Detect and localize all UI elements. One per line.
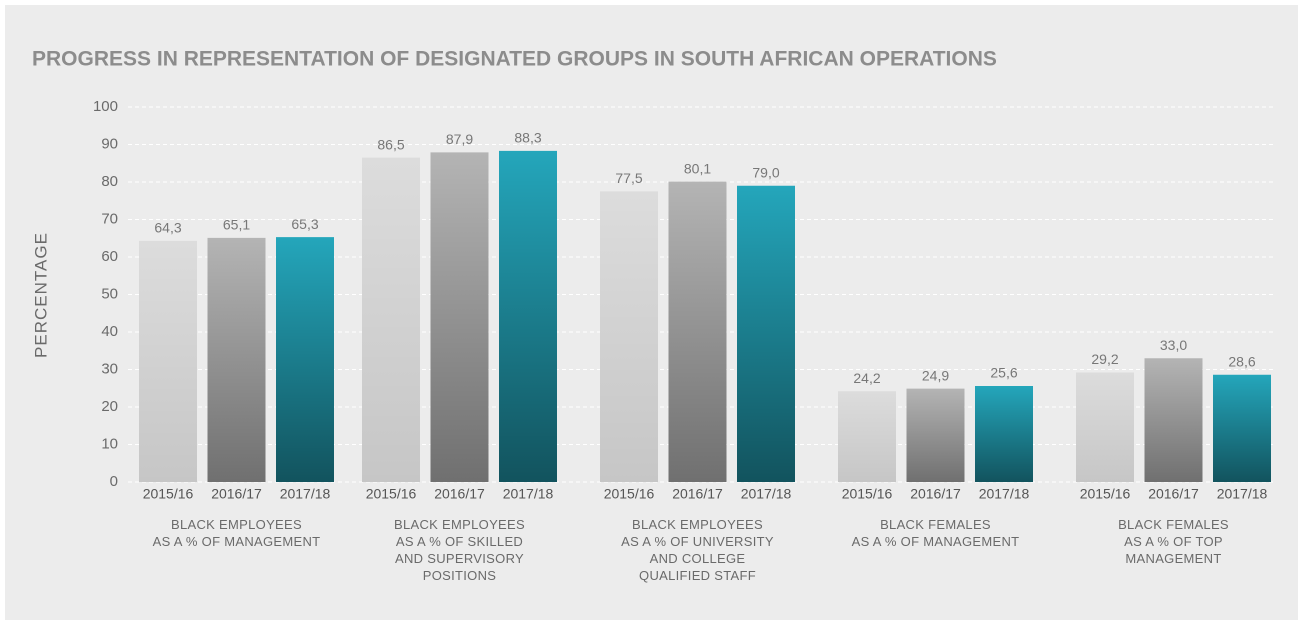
value-label: 88,3	[514, 130, 541, 146]
value-label: 79,0	[752, 164, 779, 180]
x-tick-label: 2017/18	[1217, 486, 1268, 502]
y-tick-label: 30	[101, 360, 118, 377]
value-label: 29,2	[1091, 351, 1118, 367]
y-tick-label: 80	[101, 173, 118, 190]
bar-shade	[668, 181, 727, 482]
y-tick-label: 0	[110, 473, 118, 490]
category-label: BLACK EMPLOYEES AS A % OF UNIVERSITY AND…	[621, 517, 774, 583]
x-tick-label: 2015/16	[366, 486, 417, 502]
value-label: 77,5	[615, 170, 642, 186]
x-tick-label: 2017/18	[503, 486, 554, 502]
value-label: 25,6	[990, 365, 1017, 381]
chart-title: PROGRESS IN REPRESENTATION OF DESIGNATED…	[32, 48, 997, 71]
bar-shade	[276, 237, 334, 482]
bar-shade	[1213, 374, 1271, 482]
value-label: 24,2	[853, 370, 880, 386]
bar-shade	[737, 185, 795, 482]
x-tick-label: 2017/18	[979, 486, 1030, 502]
bar-shade	[430, 152, 489, 482]
category-label: BLACK EMPLOYEES AS A % OF SKILLED AND SU…	[394, 517, 525, 583]
value-label: 33,0	[1160, 337, 1187, 353]
x-tick-label: 2016/17	[1148, 486, 1199, 502]
bar-shade	[975, 386, 1033, 482]
category-label: BLACK EMPLOYEES AS A % OF MANAGEMENT	[152, 517, 321, 549]
category-label: BLACK FEMALES AS A % OF MANAGEMENT	[851, 517, 1020, 549]
bar-shade	[1076, 372, 1134, 482]
x-tick-label: 2016/17	[434, 486, 485, 502]
x-tick-label: 2015/16	[604, 486, 655, 502]
bar-shade	[499, 150, 557, 482]
value-label: 86,5	[377, 136, 404, 152]
y-tick-label: 70	[101, 210, 118, 227]
value-label: 28,6	[1228, 353, 1255, 369]
y-tick-label: 60	[101, 248, 118, 265]
y-tick-label: 100	[93, 98, 118, 115]
bar-shade	[207, 237, 266, 482]
value-label: 64,3	[154, 220, 181, 236]
bar-shade	[600, 191, 658, 482]
bar-shade	[1144, 358, 1203, 482]
x-tick-label: 2016/17	[211, 486, 262, 502]
bar-shade	[139, 240, 197, 482]
bar-shade	[362, 157, 420, 482]
y-axis-label: PERCENTAGE	[31, 232, 50, 358]
x-tick-label: 2017/18	[280, 486, 331, 502]
value-label: 65,1	[223, 217, 250, 233]
value-label: 80,1	[684, 160, 711, 176]
y-tick-label: 20	[101, 398, 118, 415]
x-tick-label: 2015/16	[1080, 486, 1131, 502]
category-label: BLACK FEMALES AS A % OF TOP MANAGEMENT	[1118, 517, 1229, 566]
x-tick-label: 2017/18	[741, 486, 792, 502]
value-label: 65,3	[291, 216, 318, 232]
x-tick-label: 2016/17	[672, 486, 723, 502]
x-tick-label: 2016/17	[910, 486, 961, 502]
y-tick-label: 50	[101, 285, 118, 302]
value-label: 87,9	[446, 131, 473, 147]
y-tick-label: 90	[101, 135, 118, 152]
y-tick-label: 40	[101, 323, 118, 340]
bar-shade	[838, 391, 896, 482]
y-tick-label: 10	[101, 435, 118, 452]
bar-shade	[906, 388, 965, 482]
value-label: 24,9	[922, 367, 949, 383]
x-tick-label: 2015/16	[842, 486, 893, 502]
x-tick-label: 2015/16	[143, 486, 194, 502]
